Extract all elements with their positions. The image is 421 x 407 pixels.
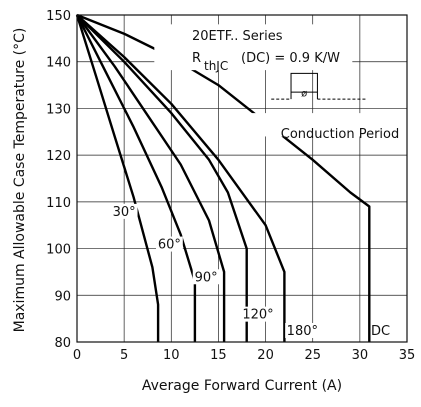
x-axis-label: Average Forward Current (A) — [142, 378, 342, 394]
x-tick-label: 10 — [163, 348, 180, 363]
inset-phi-symbol: ø — [301, 88, 307, 99]
y-tick-label: 150 — [46, 9, 71, 24]
series-label-bg — [371, 322, 391, 338]
x-tick-label: 35 — [399, 348, 416, 363]
series-line-90 — [76, 14, 226, 342]
rth-subscript: thJC — [204, 59, 228, 73]
x-tick-label: 20 — [257, 348, 274, 363]
conduction-period-label: Conduction Period — [281, 127, 399, 142]
plot-frame — [76, 14, 408, 343]
x-tick-label: 5 — [120, 348, 128, 363]
annotation-bg — [154, 24, 353, 71]
y-tick-label: 100 — [46, 243, 71, 258]
x-tick-label: 15 — [210, 348, 227, 363]
series-annotation: 20ETF.. Series — [192, 29, 283, 44]
series-label-bg — [156, 236, 183, 252]
series-label-bg — [192, 269, 220, 285]
series-labels: 30° 60° 90° 120° 180° DC — [110, 203, 391, 339]
series-label-bg — [240, 306, 276, 322]
x-tick-label: 30 — [352, 348, 369, 363]
conduction-label-bg — [247, 113, 394, 137]
y-tick-label: 110 — [46, 196, 71, 211]
series-label: 180° — [287, 324, 318, 339]
series-label-bg — [285, 322, 320, 338]
series-label-bg — [110, 203, 138, 219]
y-tick-label: 120 — [46, 149, 71, 164]
series-label: DC — [371, 324, 390, 339]
y-tick-label: 130 — [46, 102, 71, 117]
series-label: 120° — [242, 308, 273, 323]
series-label: 30° — [113, 205, 136, 220]
series-label: 60° — [158, 238, 181, 253]
series-line-30 — [75, 14, 160, 342]
rth-value: (DC) = 0.9 K/W — [241, 51, 340, 66]
tick-labels: 0 5 10 15 20 25 30 35 80 90 100 110 120 130 140 150 — [46, 9, 415, 363]
y-axis-label: Maximum Allowable Case Temperature (°C) — [12, 28, 28, 333]
y-tick-label: 140 — [46, 56, 71, 71]
x-tick-label: 25 — [304, 348, 321, 363]
y-tick-label: 90 — [54, 289, 71, 304]
series-label: 90° — [195, 270, 218, 285]
rth-prefix: R — [192, 51, 201, 66]
series-line-120 — [76, 14, 248, 342]
series-line-180 — [76, 14, 286, 342]
x-tick-label: 0 — [73, 348, 81, 363]
y-tick-label: 80 — [54, 336, 71, 351]
inset-pulse — [290, 72, 318, 100]
conduction-inset: ø — [154, 24, 394, 137]
